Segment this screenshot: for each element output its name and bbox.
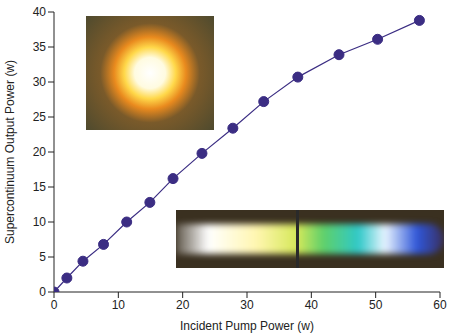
svg-text:5: 5	[39, 250, 46, 264]
svg-text:10: 10	[33, 215, 47, 229]
svg-text:25: 25	[33, 110, 47, 124]
svg-text:35: 35	[33, 40, 47, 54]
svg-text:30: 30	[240, 298, 254, 312]
svg-text:40: 40	[305, 298, 319, 312]
svg-text:40: 40	[33, 5, 47, 19]
svg-text:10: 10	[112, 298, 126, 312]
svg-text:0: 0	[51, 298, 58, 312]
svg-text:0: 0	[39, 285, 46, 299]
svg-text:20: 20	[176, 298, 190, 312]
svg-text:60: 60	[433, 298, 447, 312]
svg-text:Incident Pump Power (w): Incident Pump Power (w)	[180, 319, 314, 333]
svg-text:50: 50	[369, 298, 383, 312]
svg-text:15: 15	[33, 180, 47, 194]
svg-text:30: 30	[33, 75, 47, 89]
svg-text:Supercontinuum Output Power (w: Supercontinuum Output Power (w)	[3, 60, 17, 244]
svg-text:20: 20	[33, 145, 47, 159]
